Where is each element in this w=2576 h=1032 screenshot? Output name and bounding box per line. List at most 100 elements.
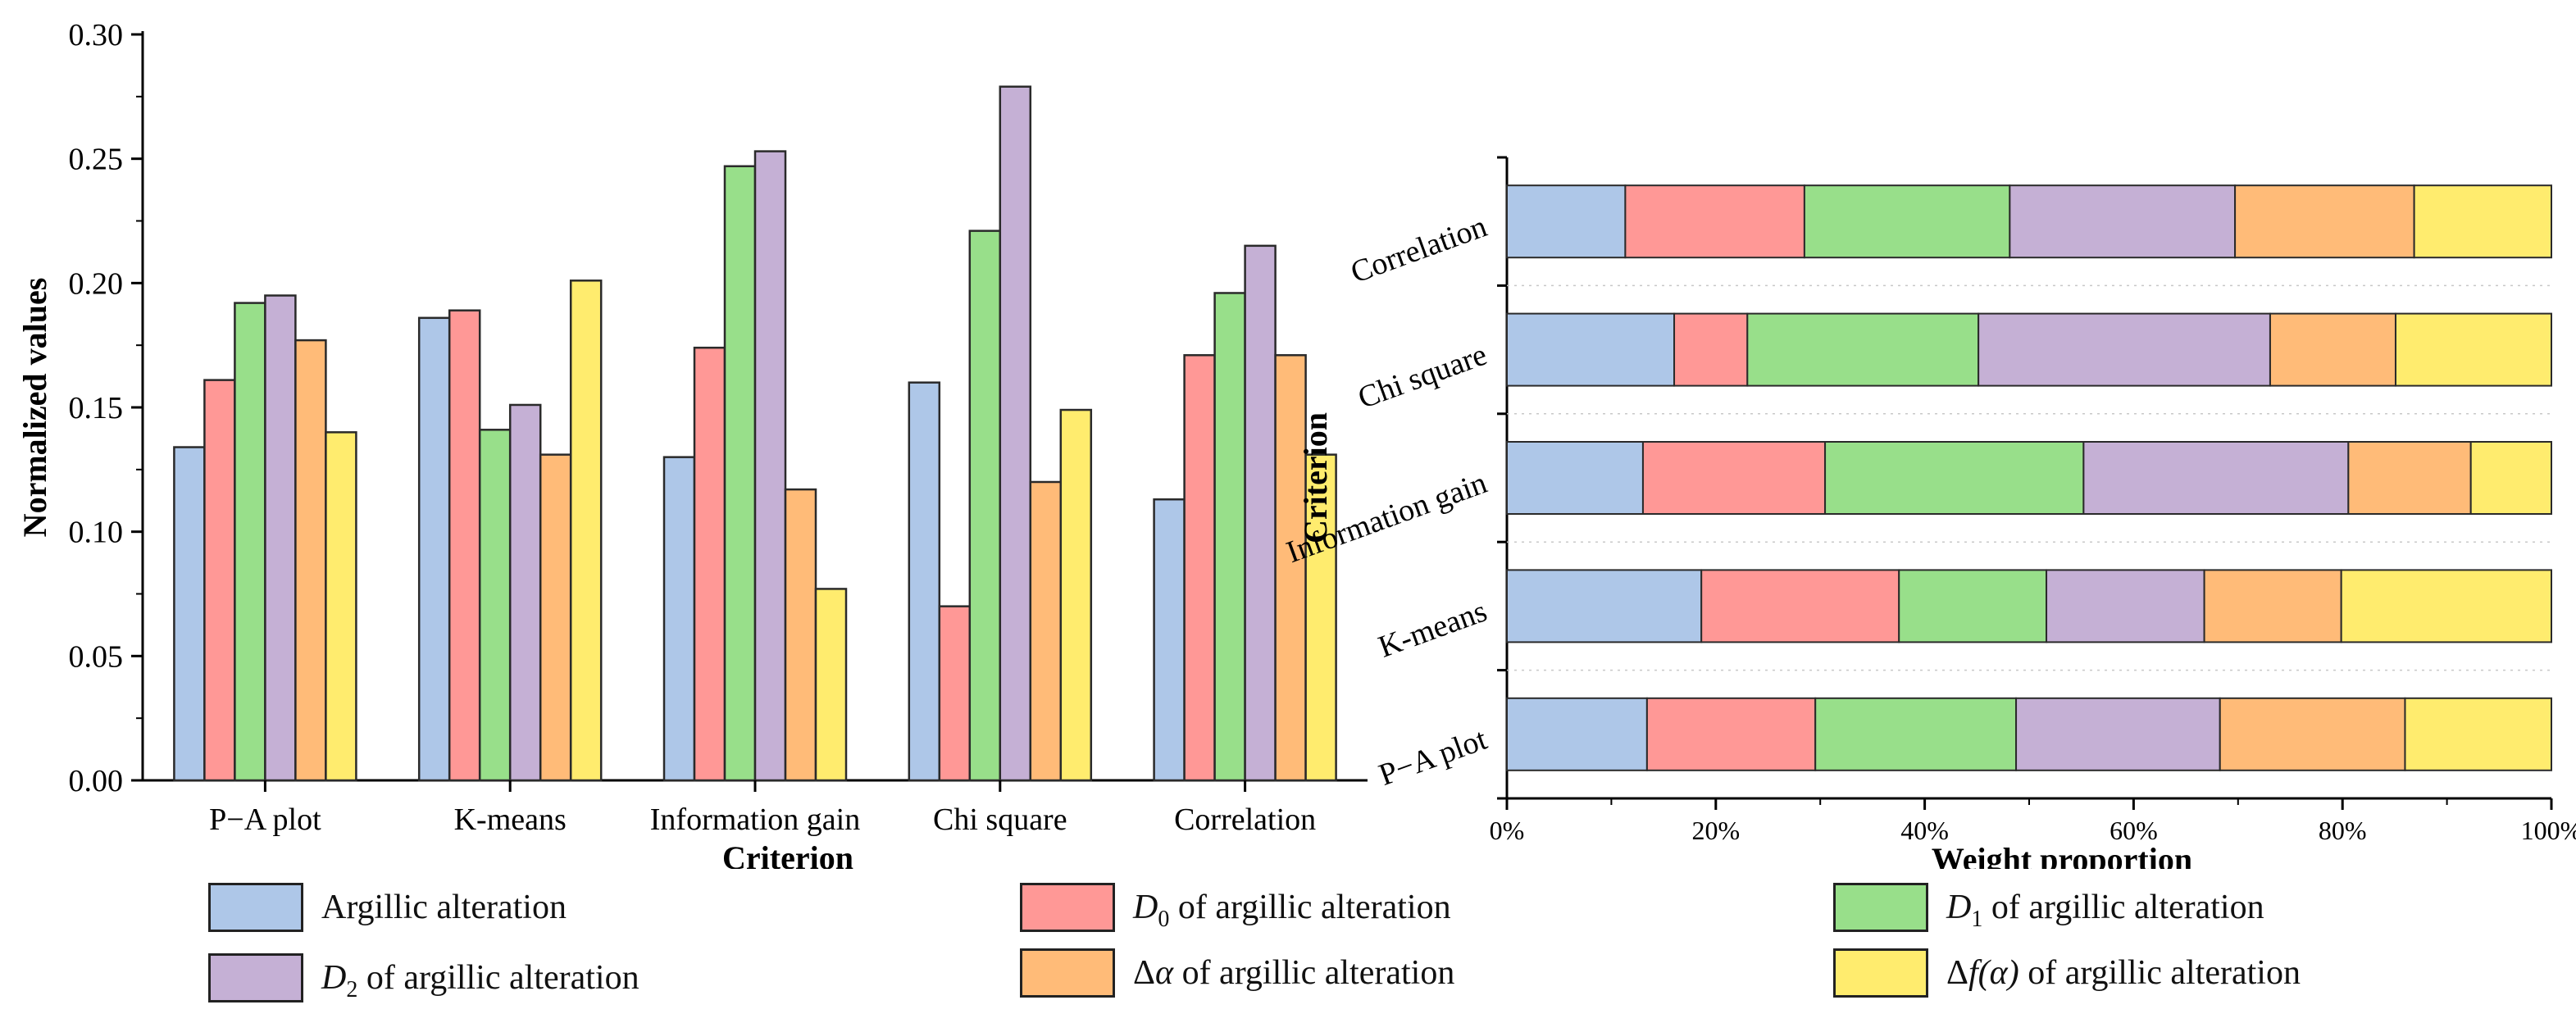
segment-information-gain-f-of-argillic-alteration <box>2469 441 2552 515</box>
segment-p-a-plot-d2-of-argillic-alteration <box>2015 697 2221 771</box>
bar-correlation-of-argillic-alteration <box>1274 354 1307 782</box>
bar-correlation-f-of-argillic-alteration <box>1304 453 1337 782</box>
bar-k-means-d1-of-argillic-alteration <box>478 429 512 782</box>
x-tick-label: 60% <box>2109 816 2158 845</box>
y-tick-label: 0.10 <box>69 516 124 550</box>
legend-label-delta-alpha: Δα of argillic alteration <box>1133 954 1455 992</box>
normalized-values-bar-chart: 0.00 0.05 0.10 0.15 0.20 0.25 0.30 P−A plot K-me… <box>16 18 1368 869</box>
x-axis-title: Weight proportion <box>1932 841 2192 869</box>
y-tick-label: 0.05 <box>69 639 124 674</box>
legend-swatch-d1 <box>1833 883 1928 932</box>
segment-p-a-plot-d0-of-argillic-alteration <box>1645 697 1817 771</box>
x-axis-title: Criterion <box>722 839 853 869</box>
segment-p-a-plot-f-of-argillic-alteration <box>2404 697 2552 771</box>
x-tick-label: K-means <box>454 802 567 837</box>
bar-chi-square-argillic-alteration <box>908 381 941 782</box>
bar-k-means-of-argillic-alteration <box>539 453 572 782</box>
segment-chi-square-d1-of-argillic-alteration <box>1746 312 1980 387</box>
bar-information-gain-argillic-alteration <box>662 456 696 782</box>
y-tick-label: Chi square <box>1354 338 1491 416</box>
segment-correlation-d2-of-argillic-alteration <box>2009 184 2237 259</box>
segment-information-gain-d1-of-argillic-alteration <box>1824 441 2085 515</box>
segment-k-means-argillic-alteration <box>1506 569 1703 643</box>
legend-swatch-d0 <box>1020 883 1115 932</box>
x-tick-label: P−A plot <box>209 802 321 837</box>
legend-swatch-d2 <box>208 953 303 1002</box>
bar-p-a-plot-d2-of-argillic-alteration <box>264 294 297 782</box>
bar-chi-square-d2-of-argillic-alteration <box>999 85 1032 782</box>
bar-chi-square-f-of-argillic-alteration <box>1059 408 1093 782</box>
legend-label-argillic: Argillic alteration <box>321 889 567 926</box>
segment-chi-square-f-of-argillic-alteration <box>2394 312 2552 387</box>
x-tick-label: Information gain <box>650 802 860 837</box>
legend-label-delta-f-alpha: Δf(α) of argillic alteration <box>1946 954 2301 992</box>
bar-k-means-f-of-argillic-alteration <box>569 280 603 782</box>
segment-p-a-plot-d1-of-argillic-alteration <box>1814 697 2018 771</box>
x-tick-label: 80% <box>2319 816 2367 845</box>
y-tick-label: 0.00 <box>69 764 124 798</box>
legend-item-d0: D0 of argillic alteration <box>1020 879 1451 936</box>
segment-information-gain-of-argillic-alteration <box>2347 441 2472 515</box>
figure: 0.00 0.05 0.10 0.15 0.20 0.25 0.30 P−A plot K-me… <box>16 18 2576 869</box>
bar-k-means-d2-of-argillic-alteration <box>508 403 542 782</box>
bar-p-a-plot-argillic-alteration <box>173 446 206 782</box>
segment-k-means-f-of-argillic-alteration <box>2340 569 2552 643</box>
weight-proportion-stacked-bar-chart: 0% 20% 40% 60% 80% 100%P−A plotK-meansInforma… <box>1282 156 2576 869</box>
bar-correlation-d2-of-argillic-alteration <box>1244 244 1277 782</box>
bar-information-gain-d2-of-argillic-alteration <box>753 150 787 782</box>
y-tick-label: 0.15 <box>69 391 124 425</box>
bar-information-gain-d0-of-argillic-alteration <box>693 346 726 782</box>
bar-chi-square-d1-of-argillic-alteration <box>968 230 1002 782</box>
x-tick-label: Chi square <box>933 802 1067 837</box>
bar-correlation-d0-of-argillic-alteration <box>1183 354 1216 782</box>
segment-k-means-d0-of-argillic-alteration <box>1700 569 1900 643</box>
bar-k-means-d0-of-argillic-alteration <box>448 309 481 782</box>
segment-correlation-of-argillic-alteration <box>2234 184 2415 259</box>
legend-swatch-delta-alpha <box>1020 948 1115 998</box>
legend-label-d0: D0 of argillic alteration <box>1133 889 1451 932</box>
x-tick-label: 20% <box>1691 816 1740 845</box>
bar-information-gain-d1-of-argillic-alteration <box>723 165 757 782</box>
segment-chi-square-d2-of-argillic-alteration <box>1978 312 2271 387</box>
x-tick-label: Correlation <box>1174 802 1316 837</box>
legend-item-argillic: Argillic alteration <box>208 879 567 936</box>
bar-p-a-plot-of-argillic-alteration <box>294 339 327 782</box>
bar-p-a-plot-d0-of-argillic-alteration <box>203 379 236 782</box>
segment-chi-square-d0-of-argillic-alteration <box>1673 312 1749 387</box>
segment-correlation-argillic-alteration <box>1506 184 1627 259</box>
bar-p-a-plot-d1-of-argillic-alteration <box>234 302 266 782</box>
y-tick-label: P−A plot <box>1374 722 1491 793</box>
y-axis-title: Normalized values <box>16 278 53 538</box>
y-axis-title: Criterion <box>1297 412 1334 543</box>
legend-item-delta-f-alpha: Δf(α) of argillic alteration <box>1833 944 2301 1002</box>
bar-chi-square-of-argillic-alteration <box>1029 480 1063 782</box>
legend-item-delta-alpha: Δα of argillic alteration <box>1020 944 1454 1002</box>
segment-information-gain-d2-of-argillic-alteration <box>2082 441 2350 515</box>
segment-correlation-d1-of-argillic-alteration <box>1803 184 2011 259</box>
bar-correlation-argillic-alteration <box>1153 498 1186 782</box>
segment-p-a-plot-argillic-alteration <box>1506 697 1648 771</box>
bar-correlation-d1-of-argillic-alteration <box>1213 292 1246 782</box>
segment-correlation-f-of-argillic-alteration <box>2413 184 2552 259</box>
segment-chi-square-of-argillic-alteration <box>2269 312 2396 387</box>
legend-item-d1: D1 of argillic alteration <box>1833 879 2264 936</box>
segment-information-gain-d0-of-argillic-alteration <box>1641 441 1827 515</box>
segment-chi-square-argillic-alteration <box>1506 312 1676 387</box>
bar-information-gain-of-argillic-alteration <box>784 488 817 782</box>
segment-p-a-plot-of-argillic-alteration <box>2219 697 2406 771</box>
bar-p-a-plot-f-of-argillic-alteration <box>325 431 357 782</box>
segment-information-gain-argillic-alteration <box>1506 441 1644 515</box>
x-tick-label: 0% <box>1490 816 1525 845</box>
segment-correlation-d0-of-argillic-alteration <box>1624 184 1805 259</box>
x-tick-label: 40% <box>1900 816 1949 845</box>
bar-k-means-argillic-alteration <box>417 316 451 782</box>
bar-chi-square-d0-of-argillic-alteration <box>938 605 972 782</box>
y-tick-label: Correlation <box>1346 209 1491 290</box>
legend-swatch-argillic <box>208 883 303 932</box>
legend-item-d2: D2 of argillic alteration <box>208 949 639 1007</box>
legend-label-d2: D2 of argillic alteration <box>321 959 639 1002</box>
bar-information-gain-f-of-argillic-alteration <box>814 588 848 782</box>
segment-k-means-d1-of-argillic-alteration <box>1898 569 2048 643</box>
x-tick-label: 100% <box>2521 816 2576 845</box>
legend-swatch-delta-f-alpha <box>1833 948 1928 998</box>
